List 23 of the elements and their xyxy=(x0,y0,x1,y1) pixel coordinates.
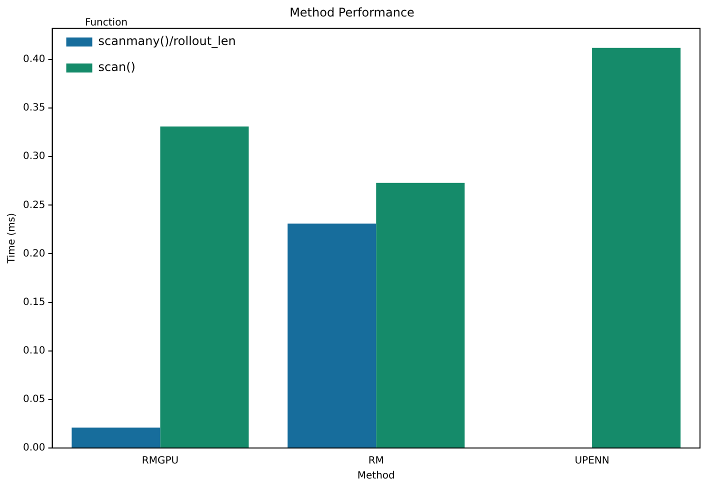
y-tick-label: 0.00 xyxy=(23,442,46,454)
y-tick-label: 0.30 xyxy=(23,151,46,162)
bar xyxy=(376,182,465,448)
y-tick-label: 0.15 xyxy=(23,296,46,308)
bar xyxy=(72,428,160,448)
y-tick-label: 0.25 xyxy=(23,200,46,211)
x-tick-label: RMGPU xyxy=(142,456,179,467)
y-tick-label: 0.35 xyxy=(23,102,46,114)
y-tick-label: 0.20 xyxy=(23,248,46,260)
bar xyxy=(592,48,681,448)
bar xyxy=(160,126,249,448)
y-tick-label: 0.40 xyxy=(23,54,46,66)
x-tick-label: UPENN xyxy=(574,456,610,467)
y-axis-title: Time (ms) xyxy=(6,212,18,264)
x-axis-title: Method xyxy=(357,470,395,482)
chart-title: Method Performance xyxy=(290,5,414,20)
y-tick-label: 0.10 xyxy=(23,345,46,356)
x-tick-label: RM xyxy=(368,456,384,467)
legend-label: scan() xyxy=(98,60,136,74)
legend-label: scanmany()/rollout_len xyxy=(98,34,236,48)
y-tick-label: 0.05 xyxy=(23,394,46,406)
legend-title: Function xyxy=(84,18,128,29)
bar xyxy=(288,224,376,448)
